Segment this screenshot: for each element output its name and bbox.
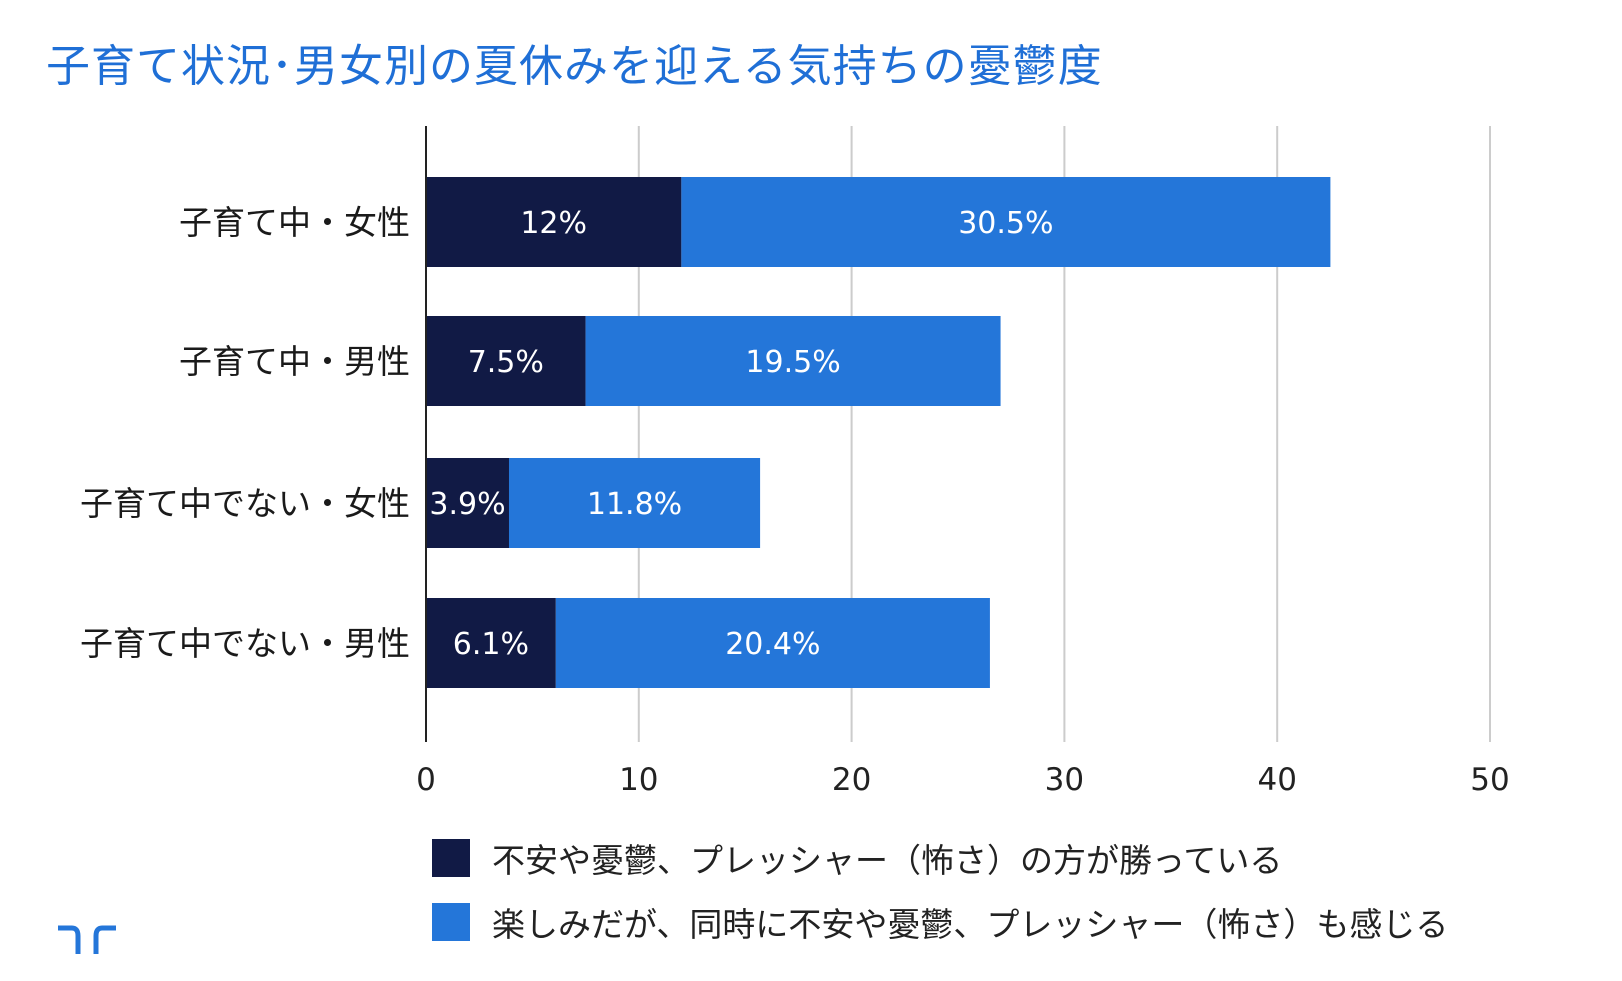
legend-label: 不安や憂鬱、プレッシャー（怖さ）の方が勝っている <box>492 841 1283 880</box>
x-tick-label: 0 <box>416 762 436 798</box>
category-label: 子育て中・女性 <box>179 203 410 242</box>
bars <box>426 177 1331 688</box>
bar-segment <box>426 316 586 406</box>
bar-data-label: 30.5% <box>958 206 1053 241</box>
bar-data-label: 7.5% <box>468 345 544 380</box>
bar-segment <box>426 598 556 688</box>
category-label: 子育て中でない・男性 <box>80 624 410 663</box>
bar-data-label: 3.9% <box>429 487 505 522</box>
legend-label: 楽しみだが、同時に不安や憂鬱、プレッシャー（怖さ）も感じる <box>492 905 1449 944</box>
legend: 不安や憂鬱、プレッシャー（怖さ）の方が勝っている 楽しみだが、同時に不安や憂鬱、… <box>432 838 1448 966</box>
bar-data-label: 20.4% <box>725 627 820 662</box>
x-tick-label: 40 <box>1257 762 1296 798</box>
bar-segment <box>426 458 509 548</box>
tick-labels: 0 10 20 30 40 50 <box>416 762 1510 798</box>
legend-item-series-1: 楽しみだが、同時に不安や憂鬱、プレッシャー（怖さ）も感じる <box>432 902 1448 944</box>
bar-segment <box>585 316 1001 406</box>
bar-segment <box>426 177 682 267</box>
bar-data-label: 6.1% <box>453 627 529 662</box>
bar-segment <box>681 177 1331 267</box>
legend-swatch <box>432 839 470 877</box>
bar-segment <box>508 458 761 548</box>
chart-title: 子育て状況･男女別の夏休みを迎える気持ちの憂鬱度 <box>46 41 1103 92</box>
x-tick-label: 50 <box>1470 762 1509 798</box>
x-tick-label: 20 <box>832 762 871 798</box>
bar-labels: 12% 30.5% 7.5% 19.5% 3.9% 11.8% 6.1% 20.4% <box>429 206 1053 662</box>
legend-swatch <box>432 903 470 941</box>
category-label: 子育て中でない・女性 <box>80 484 410 523</box>
legend-item-series-0: 不安や憂鬱、プレッシャー（怖さ）の方が勝っている <box>432 838 1448 880</box>
bar-data-label: 19.5% <box>745 345 840 380</box>
logo-icon <box>58 925 116 954</box>
x-tick-label: 30 <box>1045 762 1084 798</box>
bar-data-label: 11.8% <box>587 487 682 522</box>
bar-data-label: 12% <box>520 206 587 241</box>
category-label: 子育て中・男性 <box>179 342 410 381</box>
bar-segment <box>555 598 990 688</box>
x-tick-label: 10 <box>619 762 658 798</box>
